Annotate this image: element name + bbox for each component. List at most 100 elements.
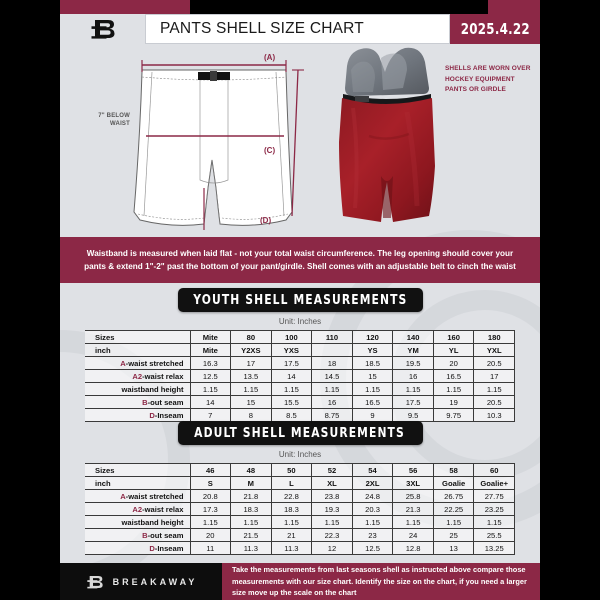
row-label: Sizes: [85, 330, 191, 344]
table-cell: 17: [473, 369, 515, 383]
adult-table-body: Sizes 46 48 50 52 54 56 58 60 inch S M L XL 2XL 3XL Goal…: [85, 463, 515, 555]
row-label: inch: [85, 343, 191, 357]
below-waist-note: 7" BELOW WAIST: [98, 113, 130, 128]
table-cell: 18: [311, 356, 353, 370]
footer-instructions-text: Take the measurements from last seasons …: [232, 564, 527, 598]
table-cell: 25: [432, 528, 475, 542]
table-cell: 17.5: [392, 395, 434, 409]
measurement-label-d: (D): [260, 216, 272, 225]
table-cell: 22.8: [270, 489, 313, 503]
table-cell: 7: [189, 408, 232, 422]
column-header: 46: [189, 463, 232, 477]
measurement-label-c: (C): [264, 146, 276, 155]
column-header: 2XL: [351, 476, 394, 490]
table-cell: 1.15: [392, 382, 434, 396]
table-cell: 1.15: [311, 382, 353, 396]
youth-section: YOUTH SHELL MEASUREMENTS Unit: Inches Si…: [60, 288, 540, 422]
table-cell: 16.5: [351, 395, 394, 409]
table-cell: 19.3: [311, 502, 353, 516]
column-header: L: [270, 476, 313, 490]
table-row: inch Mite Y2XS YXS YS YM YL YXL: [85, 343, 515, 357]
table-cell: 20.8: [189, 489, 232, 503]
table-cell: 11: [189, 541, 232, 555]
table-cell: 16: [311, 395, 353, 409]
table-cell: 8: [230, 408, 272, 422]
table-cell: 24: [392, 528, 434, 542]
column-header: YM: [392, 343, 434, 357]
table-cell: 1.15: [351, 382, 394, 396]
breakaway-b-icon-footer: [86, 575, 103, 588]
table-cell: 1.15: [270, 382, 313, 396]
table-cell: 16: [392, 369, 434, 383]
row-label-prefix: A: [120, 491, 126, 501]
pants-technical-drawing: [133, 60, 304, 230]
table-cell: 23.8: [311, 489, 353, 503]
top-accent-right: [488, 0, 540, 14]
content-panel: PANTS SHELL SIZE CHART 2025.4.22 7" BELO…: [60, 0, 540, 600]
table-cell: 8.5: [270, 408, 313, 422]
row-label: inch: [85, 476, 191, 490]
table-row: Sizes Mite 80 100 110 120 140 160 180: [85, 330, 515, 344]
table-row: Sizes 46 48 50 52 54 56 58 60: [85, 463, 515, 477]
table-cell: 12: [311, 541, 353, 555]
table-row: A-waist stretched 16.3 17 17.5 18 18.5 19.5 20 2…: [85, 356, 515, 370]
row-label: waistband height: [85, 515, 191, 529]
youth-table-body: Sizes Mite 80 100 110 120 140 160 180 inch Mite Y2X…: [85, 330, 515, 422]
column-header: 3XL: [392, 476, 434, 490]
row-label: A-waist stretched: [85, 489, 191, 503]
column-header: 180: [473, 330, 515, 344]
table-cell: 17.5: [270, 356, 313, 370]
table-cell: 1.15: [189, 515, 232, 529]
diagram-zone: 7" BELOW WAIST: [60, 44, 540, 237]
table-cell: 9: [351, 408, 394, 422]
row-label-prefix: A2: [132, 371, 143, 381]
row-label: B-out seam: [85, 528, 191, 542]
table-cell: 23.25: [473, 502, 515, 516]
table-cell: 17: [230, 356, 272, 370]
table-cell: 11.3: [230, 541, 272, 555]
table-cell: 21: [270, 528, 313, 542]
page-title-text: PANTS SHELL SIZE CHART: [160, 20, 364, 37]
youth-section-banner: YOUTH SHELL MEASUREMENTS: [177, 288, 423, 312]
breakaway-b-icon: [91, 20, 114, 39]
revision-date-text: 2025.4.22: [460, 20, 530, 38]
row-label: D-Inseam: [85, 408, 191, 422]
table-cell: 15: [230, 395, 272, 409]
column-header: 56: [392, 463, 434, 477]
row-label: Sizes: [85, 463, 191, 477]
table-cell: 20.5: [473, 395, 515, 409]
adult-measurements-table: Sizes 46 48 50 52 54 56 58 60 inch S M L XL 2XL 3XL Goal…: [85, 463, 515, 555]
brand-logo: [60, 14, 145, 44]
table-cell: 1.15: [392, 515, 434, 529]
table-cell: 17.3: [189, 502, 232, 516]
table-cell: 20: [432, 356, 475, 370]
column-header: 54: [351, 463, 394, 477]
row-label: waistband height: [85, 382, 191, 396]
column-header: XL: [311, 476, 353, 490]
table-row: B-out seam 14 15 15.5 16 16.5 17.5 19 20.5: [85, 395, 515, 409]
table-cell: 21.8: [230, 489, 272, 503]
column-header: YL: [432, 343, 475, 357]
table-cell: 27.75: [473, 489, 515, 503]
column-header: 80: [230, 330, 272, 344]
column-header: 160: [432, 330, 475, 344]
table-cell: 20.3: [351, 502, 394, 516]
table-cell: 1.15: [351, 515, 394, 529]
youth-banner-text: YOUTH SHELL MEASUREMENTS: [192, 292, 408, 308]
adult-unit-label: Unit: Inches: [278, 450, 322, 459]
column-header: Goalie+: [473, 476, 515, 490]
row-label-prefix: B: [142, 530, 148, 540]
table-cell: 10.3: [473, 408, 515, 422]
page-title: PANTS SHELL SIZE CHART: [145, 14, 450, 44]
adult-section: ADULT SHELL MEASUREMENTS Unit: Inches Si…: [60, 421, 540, 555]
table-cell: 1.15: [432, 382, 475, 396]
row-label-prefix: D: [149, 543, 155, 553]
row-label-prefix: B: [142, 397, 148, 407]
table-cell: 18.5: [351, 356, 394, 370]
table-cell: 13.5: [230, 369, 272, 383]
table-cell: 1.15: [311, 515, 353, 529]
table-row: waistband height 1.15 1.15 1.15 1.15 1.15 1.15…: [85, 515, 515, 529]
column-header: Goalie: [432, 476, 475, 490]
column-header: YXS: [270, 343, 313, 357]
page-header: PANTS SHELL SIZE CHART 2025.4.22: [60, 14, 540, 44]
